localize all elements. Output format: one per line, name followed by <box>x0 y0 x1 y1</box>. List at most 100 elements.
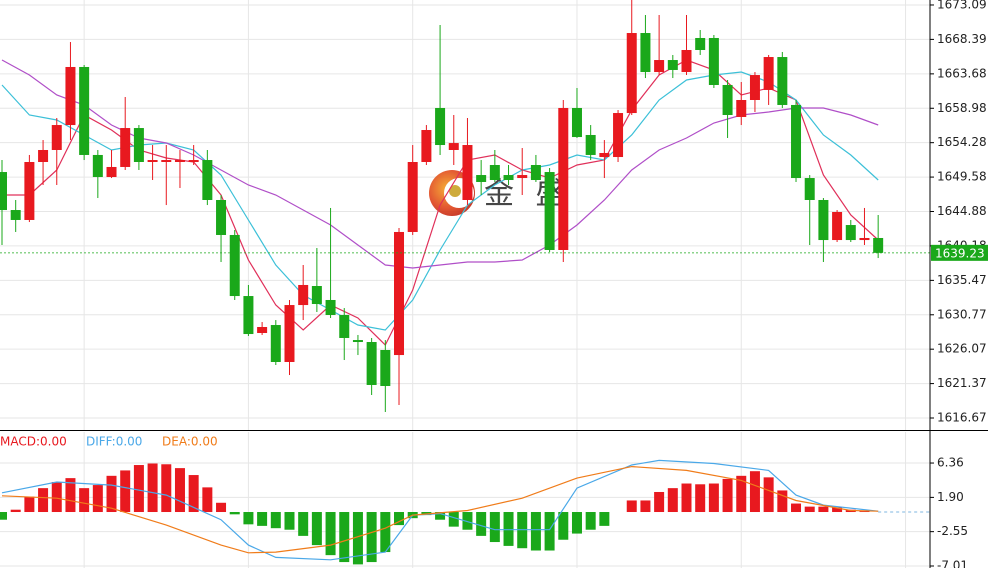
candle-body <box>599 152 610 158</box>
macd-bar <box>626 500 637 513</box>
candle-body <box>791 104 802 179</box>
candle-body <box>10 210 21 220</box>
macd-bar <box>804 506 815 513</box>
candle-body <box>530 165 541 181</box>
y-tick-label: 1673.09 <box>937 0 987 11</box>
macd-bar <box>763 477 774 513</box>
candle-body <box>120 128 131 167</box>
macd-bar <box>599 512 610 526</box>
macd-bar <box>188 475 199 513</box>
candle-body <box>462 145 473 200</box>
macd-bar <box>352 512 363 565</box>
candle-body <box>243 296 254 335</box>
candle-body <box>339 314 350 338</box>
macd-bar <box>92 485 103 513</box>
macd-bar <box>654 491 665 513</box>
y-tick-label: 1616.67 <box>937 410 987 424</box>
legend-label: DIFF:0.00 <box>86 435 142 449</box>
logo-dot <box>449 185 461 197</box>
candle-body <box>613 113 624 158</box>
candle-body <box>804 178 815 200</box>
y-tick-label: 1663.68 <box>937 66 987 80</box>
y-tick-label: 1649.58 <box>937 170 987 184</box>
macd-bar <box>79 488 90 513</box>
candle-body <box>585 134 596 155</box>
candle-body <box>695 37 706 50</box>
candle-body <box>174 160 185 163</box>
candle-body <box>818 199 829 241</box>
indicator-line <box>1 59 879 269</box>
candle-body <box>544 172 555 250</box>
macd-bar <box>380 512 391 553</box>
y-tick-label: -2.55 <box>937 524 968 538</box>
candle-body <box>435 107 446 146</box>
macd-bar <box>325 512 336 556</box>
candle-body <box>92 154 103 178</box>
macd-bar <box>106 475 117 513</box>
candle-body <box>325 299 336 315</box>
candle-body <box>503 175 514 181</box>
macd-bar <box>366 512 377 563</box>
indicator-line <box>1 459 879 561</box>
macd-bar <box>10 509 21 513</box>
macd-bar <box>585 512 596 530</box>
candle-body <box>106 166 117 178</box>
macd-bar <box>65 478 76 513</box>
macd-bar <box>489 512 500 543</box>
macd-bar <box>571 512 582 534</box>
macd-bar <box>708 483 719 513</box>
macd-bar <box>120 470 131 513</box>
macd-bar <box>818 506 829 513</box>
candle-body <box>448 143 459 150</box>
macd-bar <box>667 488 678 513</box>
candle-body <box>476 175 487 182</box>
macd-bar <box>311 512 322 546</box>
candle-body <box>681 49 692 73</box>
y-tick-label: -7.01 <box>937 558 968 568</box>
macd-bar <box>859 511 870 513</box>
indicator-line <box>1 71 879 331</box>
macd-bar <box>147 463 158 513</box>
macd-bar <box>722 478 733 513</box>
candle-body <box>51 125 62 150</box>
macd-bar <box>133 465 144 513</box>
macd-bar <box>791 503 802 513</box>
macd-bar <box>174 468 185 513</box>
macd-bar <box>695 484 706 513</box>
candle-body <box>571 107 582 138</box>
candle-body <box>667 60 678 70</box>
macd-bar <box>161 464 172 513</box>
candle-body <box>380 349 391 387</box>
candle-body <box>270 325 281 362</box>
last-price-label: 1639.23 <box>935 246 985 260</box>
candle-body <box>626 33 637 114</box>
candle-body <box>763 57 774 90</box>
candle-body <box>311 286 322 305</box>
macd-bar <box>257 512 268 526</box>
candle-body <box>65 66 76 126</box>
candle-body <box>147 160 158 163</box>
y-tick-label: 1644.88 <box>937 204 987 218</box>
y-tick-label: 1658.98 <box>937 101 987 115</box>
candle-body <box>708 37 719 85</box>
candle-body <box>38 149 49 163</box>
macd-bar <box>640 500 651 513</box>
candle-body <box>257 327 268 334</box>
candle-body <box>298 284 309 306</box>
macd-bar <box>558 512 569 540</box>
macd-bar <box>749 471 760 513</box>
macd-bar <box>435 512 446 520</box>
macd-bar <box>681 483 692 513</box>
candle-body <box>79 66 90 155</box>
candle-body <box>640 33 651 73</box>
candle-body <box>777 57 788 105</box>
macd-bar <box>216 502 227 513</box>
macd-bar <box>339 512 350 563</box>
macd-bar <box>38 488 49 513</box>
candle-body <box>229 234 240 297</box>
candle-body <box>0 172 7 211</box>
macd-bar <box>284 512 295 530</box>
y-tick-label: 1630.77 <box>937 307 987 321</box>
y-tick-label: 1654.28 <box>937 135 987 149</box>
macd-bar <box>202 487 213 513</box>
